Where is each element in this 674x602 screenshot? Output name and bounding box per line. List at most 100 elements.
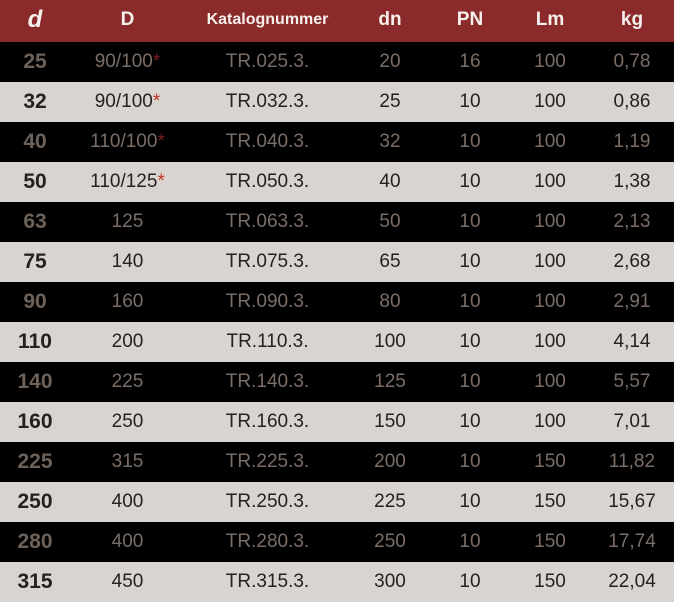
cell-D-value: 200 [112,331,144,352]
table-row: 75140TR.075.3.65101002,68 [0,242,674,282]
asterisk-icon: * [153,91,160,112]
table-row: 2590/100*TR.025.3.20161000,78 [0,42,674,82]
cell-pn: 10 [430,322,510,362]
cell-lm: 100 [510,122,590,162]
cell-dn: 80 [350,282,430,322]
cell-pn: 10 [430,122,510,162]
cell-D: 110/125* [70,162,185,202]
cell-d: 225 [0,442,70,482]
cell-katalog: TR.025.3. [185,42,350,82]
cell-dn: 225 [350,482,430,522]
col-header-d: d [0,0,70,42]
cell-d: 75 [0,242,70,282]
table-row: 315450TR.315.3.3001015022,04 [0,562,674,602]
cell-D: 450 [70,562,185,602]
cell-lm: 100 [510,162,590,202]
cell-katalog: TR.032.3. [185,82,350,122]
table-row: 160250TR.160.3.150101007,01 [0,402,674,442]
cell-D: 125 [70,202,185,242]
cell-pn: 10 [430,242,510,282]
cell-D: 225 [70,362,185,402]
cell-katalog: TR.140.3. [185,362,350,402]
col-header-dn: dn [350,0,430,42]
col-header-lm: Lm [510,0,590,42]
cell-lm: 100 [510,82,590,122]
cell-pn: 10 [430,202,510,242]
cell-D-value: 160 [112,291,144,312]
cell-D-value: 315 [112,451,144,472]
cell-D-value: 400 [112,491,144,512]
cell-kg: 1,19 [590,122,674,162]
spec-table: d D Katalognummer dn PN Lm kg 2590/100*T… [0,0,674,602]
cell-katalog: TR.250.3. [185,482,350,522]
col-header-kat: Katalognummer [185,0,350,42]
cell-D-value: 90/100 [95,91,153,112]
cell-lm: 150 [510,562,590,602]
cell-dn: 150 [350,402,430,442]
cell-dn: 300 [350,562,430,602]
cell-lm: 100 [510,242,590,282]
cell-kg: 15,67 [590,482,674,522]
cell-D: 90/100* [70,42,185,82]
cell-lm: 150 [510,522,590,562]
cell-D-value: 90/100 [95,51,153,72]
cell-d: 63 [0,202,70,242]
cell-kg: 4,14 [590,322,674,362]
cell-dn: 250 [350,522,430,562]
cell-d: 315 [0,562,70,602]
table-row: 280400TR.280.3.2501015017,74 [0,522,674,562]
cell-kg: 0,86 [590,82,674,122]
cell-D-value: 225 [112,371,144,392]
cell-d: 160 [0,402,70,442]
cell-dn: 50 [350,202,430,242]
cell-kg: 1,38 [590,162,674,202]
cell-katalog: TR.063.3. [185,202,350,242]
cell-pn: 10 [430,82,510,122]
cell-D-value: 140 [112,251,144,272]
cell-katalog: TR.075.3. [185,242,350,282]
cell-pn: 16 [430,42,510,82]
cell-D: 400 [70,522,185,562]
cell-lm: 150 [510,482,590,522]
cell-pn: 10 [430,162,510,202]
cell-kg: 11,82 [590,442,674,482]
table-row: 50110/125*TR.050.3.40101001,38 [0,162,674,202]
cell-kg: 2,68 [590,242,674,282]
cell-pn: 10 [430,282,510,322]
cell-dn: 200 [350,442,430,482]
table-row: 63125TR.063.3.50101002,13 [0,202,674,242]
col-header-kg: kg [590,0,674,42]
cell-D: 160 [70,282,185,322]
cell-katalog: TR.090.3. [185,282,350,322]
cell-kg: 2,13 [590,202,674,242]
cell-pn: 10 [430,402,510,442]
cell-D: 90/100* [70,82,185,122]
cell-d: 25 [0,42,70,82]
cell-D: 140 [70,242,185,282]
cell-dn: 40 [350,162,430,202]
table-row: 3290/100*TR.032.3.25101000,86 [0,82,674,122]
cell-pn: 10 [430,362,510,402]
cell-kg: 17,74 [590,522,674,562]
cell-dn: 25 [350,82,430,122]
cell-d: 32 [0,82,70,122]
col-header-D: D [70,0,185,42]
cell-D-value: 400 [112,531,144,552]
cell-pn: 10 [430,562,510,602]
cell-D-value: 110/100 [90,131,157,152]
asterisk-icon: * [153,51,160,72]
table-row: 90160TR.090.3.80101002,91 [0,282,674,322]
table-row: 40110/100*TR.040.3.32101001,19 [0,122,674,162]
cell-katalog: TR.315.3. [185,562,350,602]
cell-D: 200 [70,322,185,362]
cell-D: 250 [70,402,185,442]
cell-pn: 10 [430,482,510,522]
cell-katalog: TR.280.3. [185,522,350,562]
cell-dn: 32 [350,122,430,162]
col-header-pn: PN [430,0,510,42]
cell-pn: 10 [430,442,510,482]
cell-D-value: 110/125 [90,171,157,192]
asterisk-icon: * [157,171,164,192]
cell-lm: 100 [510,202,590,242]
cell-kg: 7,01 [590,402,674,442]
